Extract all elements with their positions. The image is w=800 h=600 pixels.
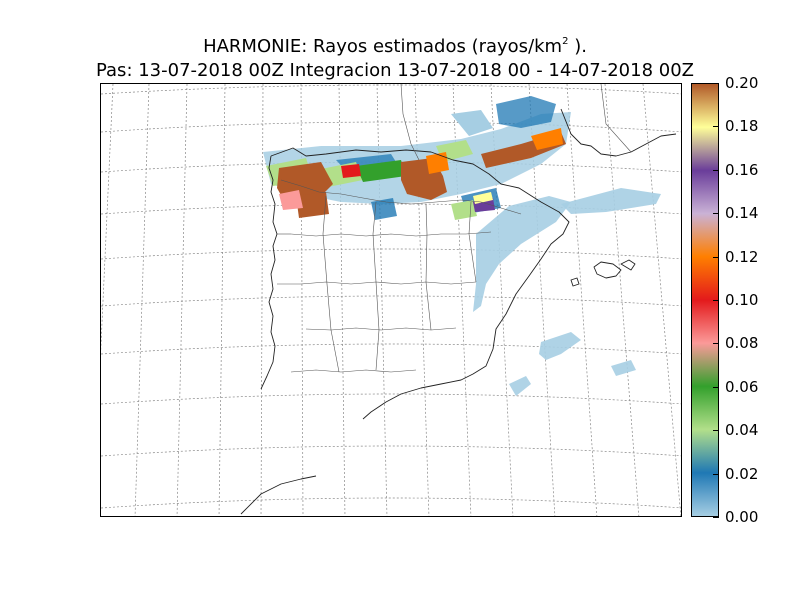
- colorbar-tick-label: 0.18: [725, 117, 759, 136]
- colorbar-tick-label: 0.06: [725, 377, 759, 396]
- figure-title-block: HARMONIE: Rayos estimados (rayos/km2 ). …: [0, 30, 790, 83]
- colorbar-tick-label: 0.14: [725, 204, 759, 223]
- lightning-field: [263, 96, 661, 396]
- figure-title: HARMONIE: Rayos estimados (rayos/km2 ).: [203, 36, 587, 57]
- colorbar-tick-label: 0.12: [725, 247, 759, 266]
- colorbar-tick-label: 0.08: [725, 334, 759, 353]
- colorbar-tick-mark: [713, 517, 719, 518]
- map-svg: [101, 84, 681, 516]
- colorbar-tick-label: 0.00: [725, 508, 759, 526]
- colorbar-tick-label: 0.02: [725, 464, 759, 483]
- colorbar-tick-mark: [713, 300, 719, 301]
- colorbar-tick-mark: [713, 430, 719, 432]
- figure-subtitle: Pas: 13-07-2018 00Z Integracion 13-07-20…: [95, 60, 694, 81]
- colorbar-tick-mark: [713, 213, 719, 215]
- colorbar-tick-mark: [713, 343, 719, 345]
- borders: [277, 84, 632, 373]
- colorbar-tick-label: 0.20: [725, 74, 759, 92]
- title-exponent: 2: [562, 36, 569, 47]
- colorbar-tick-label: 0.16: [725, 160, 759, 179]
- colorbar-tick-mark: [713, 169, 719, 171]
- colorbar-tick-label: 0.04: [725, 421, 759, 440]
- colorbar-tick-label: 0.10: [725, 291, 759, 309]
- colorbar-tick-mark: [713, 83, 719, 84]
- map-panel: [100, 83, 682, 517]
- colorbar-tick-mark: [713, 386, 719, 388]
- colorbar-tick-mark: [713, 256, 719, 258]
- colorbar-tick-mark: [713, 473, 719, 475]
- colorbar-tick-mark: [713, 126, 719, 128]
- coastlines: [240, 108, 677, 515]
